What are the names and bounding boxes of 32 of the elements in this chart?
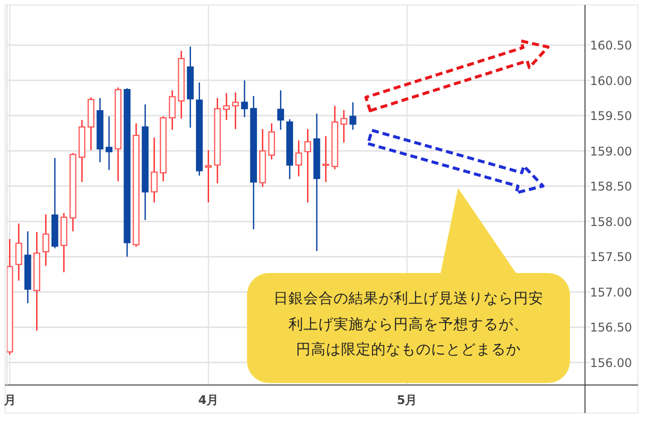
y-tick-label: 160.50 — [590, 38, 632, 53]
candlestick — [322, 135, 330, 183]
candlestick — [168, 90, 176, 130]
y-tick-label: 157.50 — [590, 250, 632, 264]
x-tick-label: 5月 — [396, 393, 418, 407]
candlestick — [295, 140, 302, 177]
y-tick-label: 157.00 — [590, 285, 632, 300]
candlestick — [150, 136, 158, 204]
candlestick — [15, 222, 22, 282]
candlestick — [106, 116, 112, 171]
candlestick — [241, 80, 248, 118]
x-tick-label: 月 — [3, 393, 16, 407]
candlestick — [268, 122, 276, 160]
candlestick — [340, 109, 348, 144]
annotation: 日銀会合の結果が利上げ見送りなら円安 — [272, 290, 544, 309]
candlestick — [349, 102, 356, 130]
y-tick-label: 160.00 — [590, 74, 632, 88]
y-tick-label: 159.50 — [590, 109, 632, 124]
candlestick — [232, 92, 239, 130]
candlestick — [42, 214, 50, 267]
y-tick-label: 159.00 — [590, 144, 632, 158]
annotation: 円高は限定的なものにとどまるか — [295, 340, 522, 360]
y-tick-label: 156.00 — [590, 356, 632, 370]
x-tick-label: 4月 — [198, 393, 219, 407]
candlestick — [204, 150, 212, 204]
candlestick — [304, 128, 312, 204]
y-tick-label: 158.50 — [590, 180, 632, 194]
candlestick — [223, 92, 230, 121]
y-tick-label: 156.50 — [590, 320, 632, 335]
candlestick — [277, 90, 284, 130]
annotation: 利上げ実施なら円高を予想するが、 — [288, 316, 530, 334]
y-tick-label: 158.00 — [590, 214, 632, 229]
